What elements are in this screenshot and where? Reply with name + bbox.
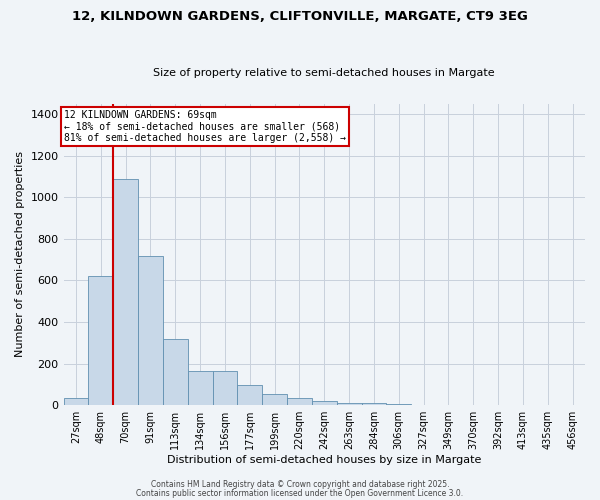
Bar [312, 401, 337, 405]
Bar [88, 276, 113, 405]
Text: 12 KILNDOWN GARDENS: 69sqm
← 18% of semi-detached houses are smaller (568)
81% o: 12 KILNDOWN GARDENS: 69sqm ← 18% of semi… [64, 110, 346, 143]
Bar [163, 338, 188, 405]
Bar [64, 398, 88, 405]
Bar [386, 404, 411, 405]
Text: Contains HM Land Registry data © Crown copyright and database right 2025.: Contains HM Land Registry data © Crown c… [151, 480, 449, 489]
Bar [238, 386, 262, 405]
X-axis label: Distribution of semi-detached houses by size in Margate: Distribution of semi-detached houses by … [167, 455, 481, 465]
Bar [337, 403, 362, 405]
Bar [212, 371, 238, 405]
Bar [362, 403, 386, 405]
Bar [262, 394, 287, 405]
Text: 12, KILNDOWN GARDENS, CLIFTONVILLE, MARGATE, CT9 3EG: 12, KILNDOWN GARDENS, CLIFTONVILLE, MARG… [72, 10, 528, 23]
Y-axis label: Number of semi-detached properties: Number of semi-detached properties [15, 152, 25, 358]
Bar [113, 178, 138, 405]
Text: Contains public sector information licensed under the Open Government Licence 3.: Contains public sector information licen… [136, 488, 464, 498]
Bar [287, 398, 312, 405]
Bar [188, 371, 212, 405]
Bar [138, 256, 163, 405]
Title: Size of property relative to semi-detached houses in Margate: Size of property relative to semi-detach… [154, 68, 495, 78]
